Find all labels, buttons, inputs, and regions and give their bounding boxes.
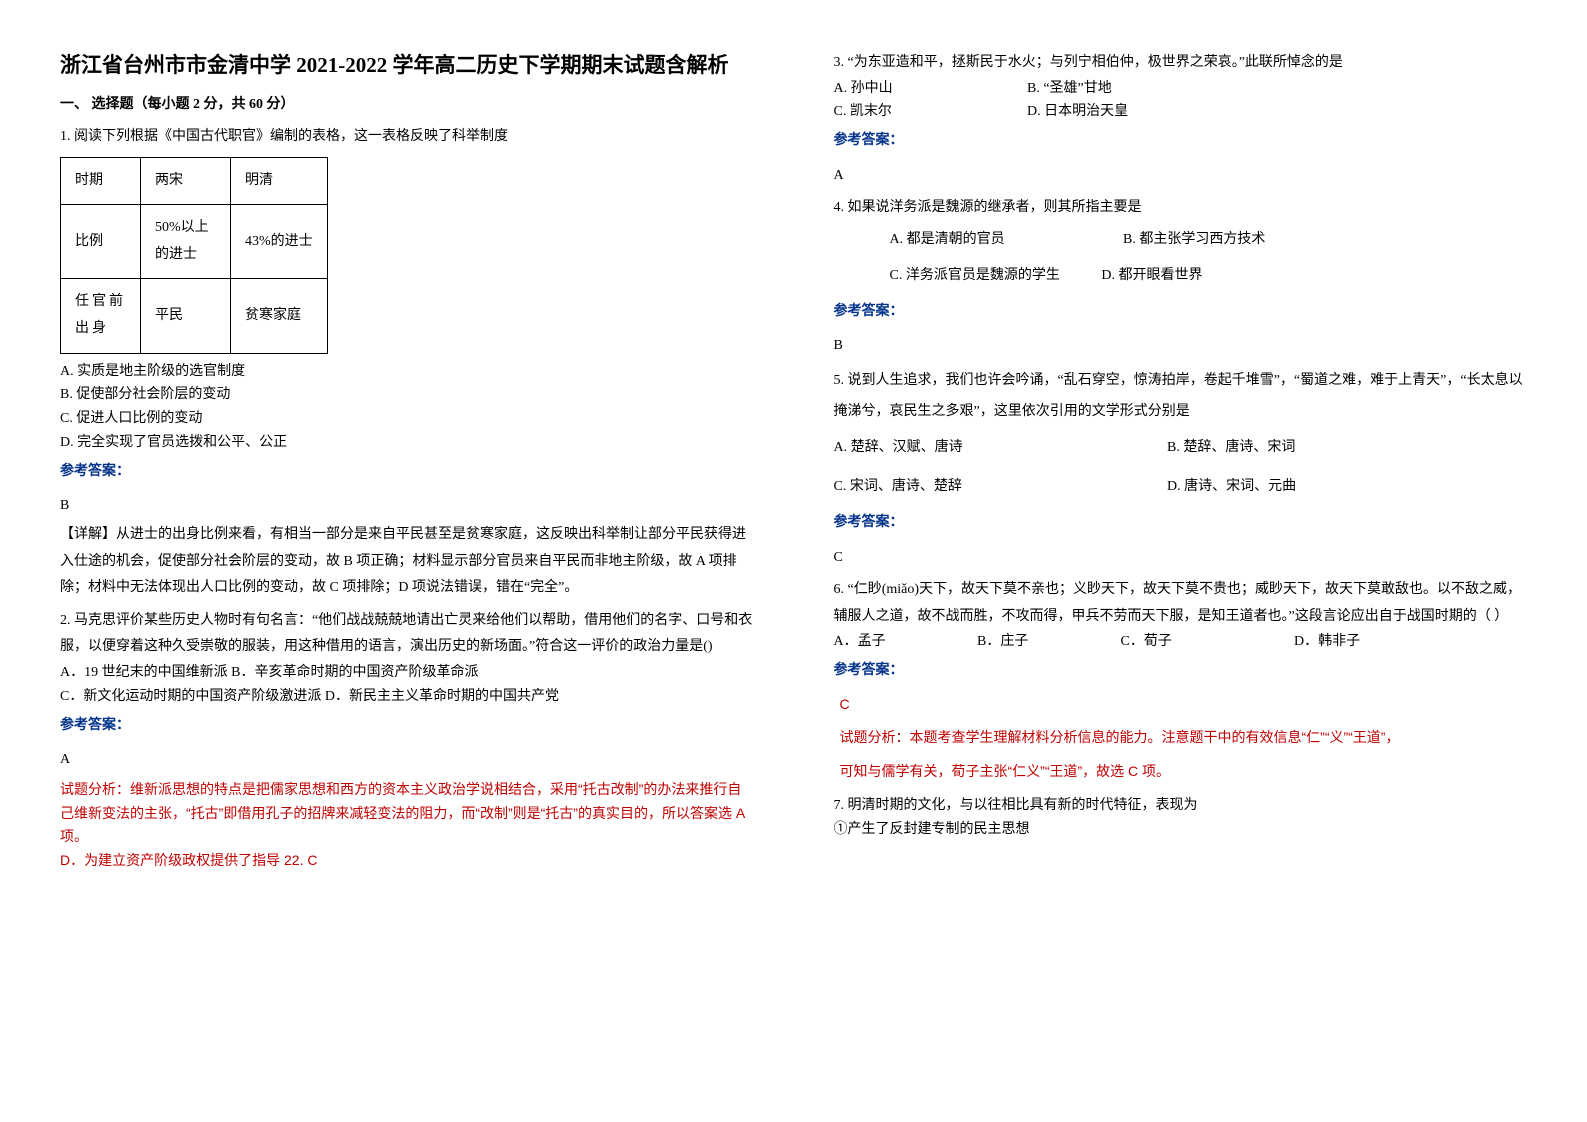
q3-opt-c: C. 凯末尔 (834, 100, 994, 124)
q1-opt-a: A. 实质是地主阶级的选官制度 (60, 360, 754, 384)
q4-stem: 4. 如果说洋务派是魏源的继承者，则其所指主要是 (834, 195, 1528, 222)
q5-answer: C (834, 545, 1528, 572)
q1-r2c3: 43%的进士 (231, 205, 328, 279)
q4-answer: B (834, 333, 1528, 360)
q2-options: A．19 世纪末的中国维新派 B．辛亥革命时期的中国资产阶级革命派 C．新文化运… (60, 661, 754, 709)
answer-label: 参考答案： (834, 510, 1528, 537)
q5-stem: 5. 说到人生追求，我们也许会吟诵，“乱石穿空，惊涛拍岸，卷起千堆雪”，“蜀道之… (834, 366, 1528, 428)
table-row: 时期 两宋 明清 (61, 157, 328, 205)
left-column: 浙江省台州市市金清中学 2021-2022 学年高二历史下学期期末试题含解析 一… (60, 50, 754, 1092)
q6-opt-b: B．庄子 (977, 630, 1087, 654)
q1-r3c2: 平民 (141, 279, 231, 353)
right-column: 3. “为东亚造和平，拯斯民于水火；与列宁相伯仲，极世界之荣哀。”此联所悼念的是… (834, 50, 1528, 1092)
q6-stem: 6. “仁眇(miǎo)天下，故天下莫不亲也；义眇天下，故天下莫不贵也；威眇天下… (834, 577, 1528, 630)
q2-red-1: 试题分析：维新派思想的特点是把儒家思想和西方的资本主义政治学说相结合，采用“托古… (60, 778, 754, 849)
q1-table: 时期 两宋 明清 比例 50%以上的进士 43%的进士 任官前出身 平民 贫寒家… (60, 157, 328, 354)
answer-label: 参考答案： (834, 658, 1528, 685)
q3-opt-a: A. 孙中山 (834, 77, 994, 101)
q7-line1: ①产生了反封建专制的民主思想 (834, 818, 1528, 842)
q6-answer: C (840, 691, 1528, 718)
q2-stem: 2. 马克思评价某些历史人物时有句名言：“他们战战兢兢地请出亡灵来给他们以帮助，… (60, 608, 754, 661)
answer-label: 参考答案： (60, 459, 754, 486)
q1-r2c1: 比例 (61, 205, 141, 279)
q5-options: A. 楚辞、汉赋、唐诗 B. 楚辞、唐诗、宋词 C. 宋词、唐诗、楚辞 D. 唐… (834, 428, 1528, 506)
q5-opt-c: C. 宋词、唐诗、楚辞 (834, 467, 1134, 506)
q1-opt-c: C. 促进人口比例的变动 (60, 407, 754, 431)
q1-r1c3: 明清 (231, 157, 328, 205)
q4-opt-a: A. 都是清朝的官员 (862, 222, 1062, 258)
table-row: 比例 50%以上的进士 43%的进士 (61, 205, 328, 279)
q4-opt-c: C. 洋务派官员是魏源的学生 (862, 258, 1060, 294)
q7-stem: 7. 明清时期的文化，与以往相比具有新的时代特征，表现为 (834, 794, 1528, 818)
q1-r1c1: 时期 (61, 157, 141, 205)
q2-analysis: 试题分析：维新派思想的特点是把儒家思想和西方的资本主义政治学说相结合，采用“托古… (60, 778, 754, 873)
q1-r3c1: 任官前出身 (61, 279, 141, 353)
q4-opt-d: D. 都开眼看世界 (1073, 258, 1202, 294)
q3-opt-b: B. “圣雄”甘地 (1027, 77, 1112, 101)
q4-options: A. 都是清朝的官员 B. 都主张学习西方技术 C. 洋务派官员是魏源的学生 D… (834, 222, 1528, 295)
answer-label: 参考答案： (834, 128, 1528, 155)
answer-label: 参考答案： (834, 299, 1528, 326)
q5-opt-b: B. 楚辞、唐诗、宋词 (1167, 428, 1295, 467)
answer-label: 参考答案： (60, 713, 754, 740)
q5-opt-a: A. 楚辞、汉赋、唐诗 (834, 428, 1134, 467)
q2-opt-line1: A．19 世纪末的中国维新派 B．辛亥革命时期的中国资产阶级革命派 (60, 661, 754, 685)
q6-opt-a: A．孟子 (834, 630, 944, 654)
q3-stem: 3. “为东亚造和平，拯斯民于水火；与列宁相伯仲，极世界之荣哀。”此联所悼念的是 (834, 50, 1528, 77)
q6-red-1: 试题分析：本题考查学生理解材料分析信息的能力。注意题干中的有效信息“仁”“义”“… (840, 721, 1528, 755)
q6-analysis: 试题分析：本题考查学生理解材料分析信息的能力。注意题干中的有效信息“仁”“义”“… (840, 721, 1528, 788)
q6-opt-d: D．韩非子 (1294, 630, 1360, 654)
q3-opt-d: D. 日本明治天皇 (1027, 100, 1128, 124)
q1-opt-d: D. 完全实现了官员选拨和公平、公正 (60, 431, 754, 455)
q3-answer: A (834, 163, 1528, 190)
q1-explain: 【详解】从进士的出身比例来看，有相当一部分是来自平民甚至是贫寒家庭，这反映出科举… (60, 522, 754, 602)
q1-r1c2: 两宋 (141, 157, 231, 205)
q6-opt-c: C．荀子 (1121, 630, 1261, 654)
q1-options: A. 实质是地主阶级的选官制度 B. 促使部分社会阶层的变动 C. 促进人口比例… (60, 360, 754, 455)
q1-r3c3: 贫寒家庭 (231, 279, 328, 353)
q3-options: A. 孙中山 B. “圣雄”甘地 C. 凯末尔 D. 日本明治天皇 (834, 77, 1528, 125)
q1-opt-b: B. 促使部分社会阶层的变动 (60, 383, 754, 407)
table-row: 任官前出身 平民 贫寒家庭 (61, 279, 328, 353)
q6-red-2: 可知与儒学有关，荀子主张“仁义”“王道”，故选 C 项。 (840, 755, 1528, 789)
q1-answer: B (60, 493, 754, 520)
q6-options: A．孟子 B．庄子 C．荀子 D．韩非子 (834, 630, 1528, 654)
section-1-header: 一、 选择题（每小题 2 分，共 60 分） (60, 92, 754, 119)
q1-r2c2: 50%以上的进士 (141, 205, 231, 279)
q2-opt-line2: C．新文化运动时期的中国资产阶级激进派 D．新民主主义革命时期的中国共产党 (60, 685, 754, 709)
q2-red-2: D．为建立资产阶级政权提供了指导 22. C (60, 849, 754, 873)
q2-answer: A (60, 747, 754, 774)
doc-title: 浙江省台州市市金清中学 2021-2022 学年高二历史下学期期末试题含解析 (60, 50, 754, 82)
q4-opt-b: B. 都主张学习西方技术 (1095, 222, 1265, 258)
q5-opt-d: D. 唐诗、宋词、元曲 (1167, 467, 1296, 506)
q1-stem: 1. 阅读下列根据《中国古代职官》编制的表格，这一表格反映了科举制度 (60, 124, 754, 151)
